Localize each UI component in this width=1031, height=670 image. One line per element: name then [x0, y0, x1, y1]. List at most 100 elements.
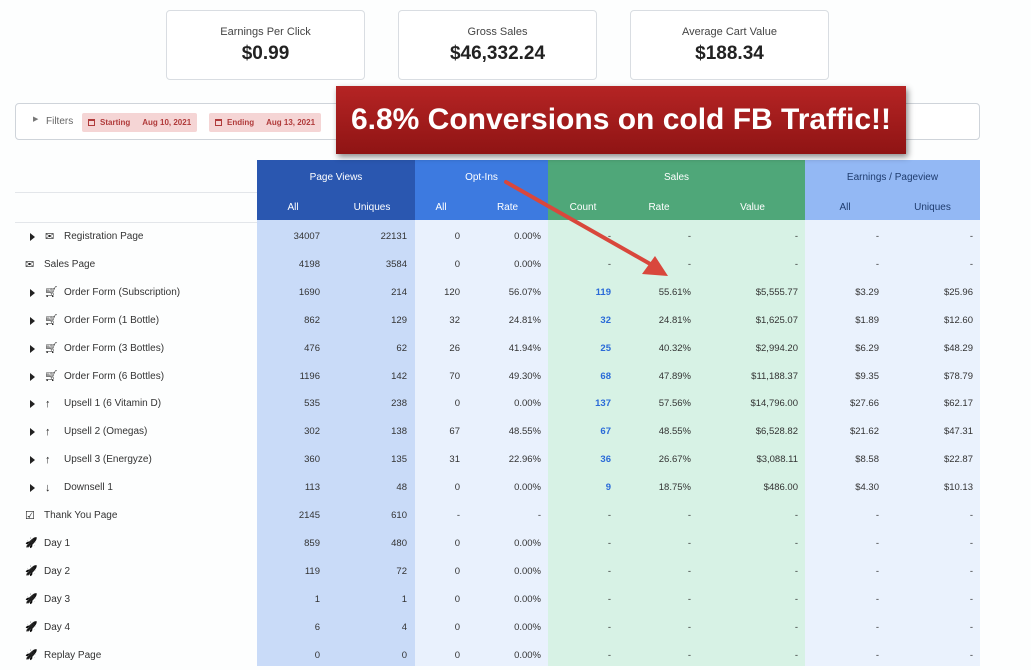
- table-row[interactable]: 🛒 Order Form (1 Bottle) 862 129 32 24.81% 32 24…: [0, 307, 1031, 335]
- table-cell[interactable]: 36: [600, 454, 611, 466]
- table-cell: -: [969, 649, 973, 661]
- table-cell[interactable]: 67: [600, 426, 611, 438]
- row-name: Day 3: [44, 593, 71, 605]
- table-row[interactable]: 🛒 Order Form (3 Bottles) 476 62 26 41.94% 25 40…: [0, 335, 1031, 363]
- subheader-sales-count: Count: [548, 196, 618, 220]
- table-cell: -: [607, 258, 611, 270]
- cart-icon: 🛒: [45, 286, 58, 298]
- table-cell: $2,994.20: [755, 342, 798, 354]
- subheader-pv-uniques: Uniques: [329, 196, 415, 220]
- table-cell: -: [969, 537, 973, 549]
- page-views-column: [257, 160, 415, 666]
- table-cell: -: [969, 565, 973, 577]
- table-row[interactable]: 🚀 Day 2 119 72 0 0.00% - - - - -: [0, 558, 1031, 586]
- table-cell: 0: [454, 621, 460, 633]
- cart-icon: 🛒: [45, 314, 58, 326]
- arrow-up-icon: ↑: [45, 398, 51, 411]
- table-cell: -: [687, 621, 691, 633]
- table-cell: 57.56%: [658, 398, 691, 410]
- row-name: Thank You Page: [44, 510, 118, 521]
- table-row[interactable]: ↑ Upsell 1 (6 Vitamin D) 535 238 0 0.00% 137 57…: [0, 390, 1031, 418]
- table-cell: $48.29: [943, 342, 973, 354]
- table-cell: 26.67%: [658, 454, 691, 466]
- table-row[interactable]: ↑ Upsell 3 (Energyze) 360 135 31 22.96% 36 26.6…: [0, 446, 1031, 474]
- table-cell: 480: [391, 537, 407, 549]
- filters-toggle[interactable]: Filters: [46, 116, 74, 127]
- table-cell[interactable]: 137: [595, 398, 611, 410]
- expand-caret-icon[interactable]: [30, 456, 35, 465]
- table-row[interactable]: 🛒 Order Form (Subscription) 1690 214 120 56.0…: [0, 279, 1031, 307]
- table-cell: 0: [454, 593, 460, 605]
- table-cell[interactable]: 68: [600, 370, 611, 382]
- expand-caret-icon[interactable]: [30, 428, 35, 437]
- stat-value: $188.34: [695, 43, 764, 64]
- table-cell: 0.00%: [514, 621, 541, 633]
- table-cell[interactable]: 32: [600, 314, 611, 326]
- table-cell: -: [687, 258, 691, 270]
- table-cell: -: [875, 537, 879, 549]
- table-cell: 22.96%: [508, 454, 541, 466]
- table-row[interactable]: 🛒 Order Form (6 Bottles) 1196 142 70 49.30% 68…: [0, 363, 1031, 391]
- table-row[interactable]: ↓ Downsell 1 113 48 0 0.00% 9 18.75% $486.00 $4.3…: [0, 474, 1031, 502]
- arrow-up-icon: ↑: [45, 426, 51, 439]
- table-row[interactable]: ↑ Upsell 2 (Omegas) 302 138 67 48.55% 67 48.55%…: [0, 418, 1031, 446]
- table-cell: $14,796.00: [750, 398, 798, 410]
- expand-caret-icon[interactable]: [30, 400, 35, 409]
- table-cell: 129: [391, 314, 407, 326]
- table-row[interactable]: ✉ Sales Page 4198 3584 0 0.00% - - - - -: [0, 251, 1031, 279]
- stat-label: Gross Sales: [467, 26, 528, 38]
- table-cell[interactable]: 25: [600, 342, 611, 354]
- table-cell: -: [607, 537, 611, 549]
- table-row[interactable]: 🚀 Day 4 6 4 0 0.00% - - - - -: [0, 614, 1031, 642]
- table-cell: 0: [454, 398, 460, 410]
- table-cell: -: [875, 510, 879, 521]
- table-row[interactable]: 🚀 Replay Page 0 0 0 0.00% - - - - -: [0, 642, 1031, 670]
- table-cell: 0: [454, 649, 460, 661]
- table-cell: -: [875, 593, 879, 605]
- table-cell[interactable]: 119: [595, 286, 611, 298]
- expand-caret-icon[interactable]: [30, 484, 35, 493]
- ending-date-chip[interactable]: Ending Aug 13, 2021: [209, 113, 322, 132]
- table-cell: $11,188.37: [751, 370, 798, 382]
- starting-date-chip[interactable]: Starting Aug 10, 2021: [82, 113, 198, 132]
- table-cell: 4198: [298, 258, 320, 270]
- expand-caret-icon[interactable]: [30, 316, 35, 325]
- table-cell: -: [794, 510, 798, 521]
- table-cell: $486.00: [763, 482, 798, 494]
- table-cell: -: [875, 258, 879, 270]
- expand-caret-icon[interactable]: [30, 233, 35, 241]
- table-cell: $1.89: [855, 314, 879, 326]
- table-cell: $4.30: [855, 482, 879, 494]
- subheader-earn-all: All: [805, 196, 885, 220]
- rocket-icon: 🚀: [25, 649, 38, 661]
- table-cell: $8.58: [855, 454, 879, 466]
- starting-label: Starting: [100, 118, 131, 127]
- table-row[interactable]: 🚀 Day 3 1 1 0 0.00% - - - - -: [0, 586, 1031, 614]
- table-cell: 0: [454, 537, 460, 549]
- expand-caret-icon[interactable]: [30, 288, 35, 297]
- table-row[interactable]: ✉ Registration Page 34007 22131 0 0.00% - - - - -: [0, 223, 1031, 251]
- table-cell: 120: [444, 286, 460, 298]
- row-name: Downsell 1: [64, 482, 113, 494]
- expand-caret-icon[interactable]: [30, 344, 35, 353]
- table-cell: 214: [391, 286, 407, 298]
- table-cell: -: [607, 649, 611, 661]
- table-cell: 26: [449, 342, 460, 354]
- table-row[interactable]: 🚀 Day 1 859 480 0 0.00% - - - - -: [0, 530, 1031, 558]
- table-cell: -: [794, 649, 798, 661]
- table-cell: 135: [391, 454, 407, 466]
- table-cell: 610: [391, 510, 407, 521]
- table-cell[interactable]: 9: [605, 482, 611, 494]
- filters-caret-icon[interactable]: ▶: [33, 116, 39, 123]
- row-name: Order Form (6 Bottles): [64, 370, 165, 382]
- table-cell: $47.31: [943, 426, 973, 438]
- table-cell: -: [687, 231, 691, 242]
- table-row[interactable]: ☑ Thank You Page 2145 610 - - - - - - -: [0, 502, 1031, 530]
- stat-label: Earnings Per Click: [220, 26, 311, 38]
- stat-card-gross-sales: Gross Sales $46,332.24: [398, 10, 597, 80]
- table-cell: 3584: [385, 258, 407, 270]
- header-divider: [15, 222, 257, 223]
- expand-caret-icon[interactable]: [30, 372, 35, 381]
- calendar-icon: [215, 119, 222, 126]
- table-cell: 0.00%: [514, 537, 541, 549]
